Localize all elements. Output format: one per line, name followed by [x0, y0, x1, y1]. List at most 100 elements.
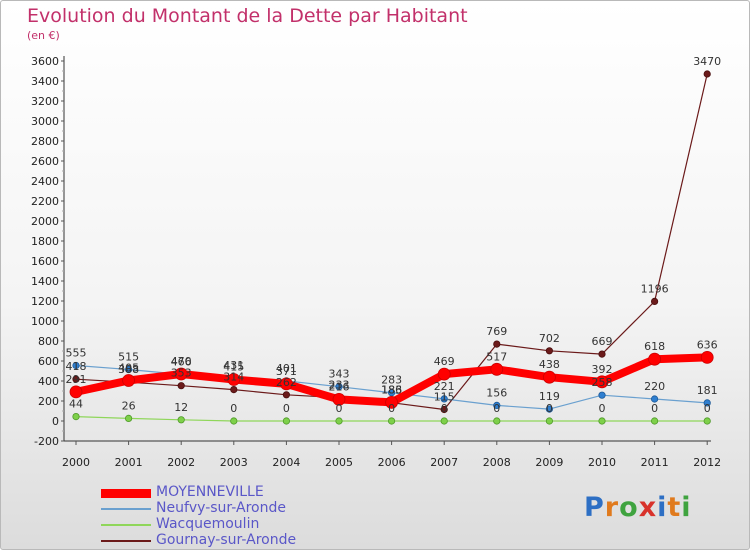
x-tick-label: 2004 [272, 456, 300, 469]
data-point [282, 391, 290, 399]
data-label: 555 [66, 347, 87, 360]
y-tick-label: 1200 [31, 295, 59, 308]
data-point [72, 412, 80, 421]
data-label: 183 [381, 384, 402, 397]
data-label: 26 [122, 399, 136, 412]
legend-swatch [101, 488, 151, 498]
data-label: 220 [644, 380, 665, 393]
data-point [72, 375, 80, 383]
data-label: 1196 [641, 282, 669, 295]
data-label: 466 [171, 355, 192, 368]
data-label: 283 [381, 374, 402, 387]
data-point [177, 382, 185, 390]
data-point [545, 417, 554, 425]
data-point [385, 395, 399, 409]
data-point [387, 417, 396, 425]
data-point [335, 417, 343, 425]
x-tick-label: 2010 [588, 456, 616, 469]
y-tick-label: 3600 [31, 55, 59, 68]
y-tick-label: 1800 [31, 235, 59, 248]
data-label: 216 [329, 380, 350, 393]
data-point [493, 401, 501, 409]
data-label: 343 [329, 368, 350, 381]
data-point [595, 375, 609, 389]
data-label: 186 [381, 383, 402, 396]
data-label: 314 [223, 371, 244, 384]
data-point [125, 365, 133, 374]
data-label: 258 [592, 376, 613, 389]
data-label: 388 [118, 363, 139, 376]
data-label: 401 [276, 362, 297, 375]
data-label: 702 [539, 332, 560, 345]
data-label: 44 [69, 398, 83, 411]
data-label: 0 [651, 402, 658, 415]
y-tick-label: 2200 [31, 195, 59, 208]
y-tick-label: 3000 [31, 115, 59, 128]
data-label: 156 [486, 386, 507, 399]
data-point [174, 367, 188, 381]
y-tick-label: 200 [38, 395, 59, 408]
data-point [387, 389, 396, 397]
data-label: 0 [493, 402, 500, 415]
data-point [703, 399, 711, 407]
y-tick-label: 2000 [31, 215, 59, 228]
data-point [230, 417, 238, 425]
data-point [543, 370, 556, 384]
data-point [700, 350, 714, 364]
data-label: 618 [644, 340, 665, 353]
data-point [490, 362, 504, 376]
chart-title: Evolution du Montant de la Dette par Hab… [27, 5, 468, 27]
legend-swatch [101, 524, 151, 526]
data-point [72, 361, 80, 370]
data-label: 181 [697, 384, 718, 397]
proxiti-logo: Proxiti [584, 492, 692, 523]
data-label: 769 [486, 325, 507, 338]
x-tick-label: 2003 [220, 456, 248, 469]
data-label: 517 [486, 350, 507, 363]
data-point [437, 367, 451, 381]
data-label: 119 [539, 390, 560, 403]
data-point [545, 347, 554, 355]
data-label: 438 [539, 358, 560, 371]
data-label: 262 [276, 376, 297, 389]
y-tick-label: 2800 [31, 135, 59, 148]
data-label: 0 [441, 402, 448, 415]
y-tick-label: 1600 [31, 255, 59, 268]
x-tick-label: 2005 [325, 456, 353, 469]
data-point [335, 383, 343, 391]
x-tick-label: 2001 [115, 456, 143, 469]
x-tick-label: 2011 [641, 456, 669, 469]
data-point [440, 405, 448, 414]
data-label: 470 [171, 355, 192, 368]
data-point [598, 391, 606, 399]
legend-swatch [101, 540, 151, 542]
data-point [69, 385, 83, 399]
data-point [598, 417, 606, 425]
data-label: 636 [697, 338, 718, 351]
data-point [440, 395, 448, 403]
data-point [493, 340, 501, 348]
data-point [440, 417, 448, 425]
legend-label: Wacquemoulin [156, 516, 260, 532]
x-tick-label: 2007 [430, 456, 458, 469]
y-tick-label: 0 [52, 415, 59, 428]
data-point [227, 373, 241, 386]
x-tick-label: 2002 [167, 456, 195, 469]
data-point [282, 417, 290, 425]
data-label: 233 [329, 379, 350, 392]
data-point [650, 417, 659, 425]
y-tick-label: -200 [34, 435, 59, 448]
y-tick-label: 800 [38, 335, 59, 348]
data-point [650, 395, 659, 403]
data-point [177, 416, 185, 424]
data-label: 0 [230, 402, 237, 415]
y-tick-label: 3400 [31, 75, 59, 88]
data-point [648, 352, 661, 366]
x-tick-label: 2012 [693, 456, 721, 469]
data-label: 515 [118, 351, 139, 364]
data-label: 0 [388, 402, 395, 415]
y-tick-label: 2400 [31, 175, 59, 188]
data-label: 469 [434, 355, 455, 368]
